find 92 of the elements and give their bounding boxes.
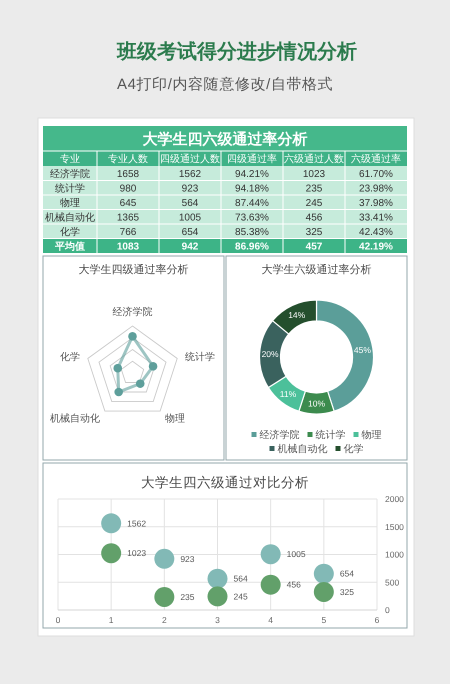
point xyxy=(260,544,281,564)
data-label: 1562 xyxy=(127,518,146,528)
data-label: 942 xyxy=(182,241,199,252)
data-label: 235 xyxy=(180,592,195,602)
y-tick-label: 化学 xyxy=(60,226,80,238)
data-label: 923 xyxy=(180,554,195,564)
point xyxy=(314,564,334,584)
x-tick-label: 4 xyxy=(268,615,274,625)
data-label: 564 xyxy=(234,574,248,584)
data-label: 20% xyxy=(262,349,280,360)
text: 班级考试得分进步情况分析 xyxy=(116,41,357,63)
y-tick-label: 0 xyxy=(385,605,390,615)
point xyxy=(101,543,122,564)
chart-title: 大学生四六级通过率分析 xyxy=(142,130,308,148)
legend-label: 化学 xyxy=(344,443,364,455)
data-label: 245 xyxy=(306,198,323,209)
data-label: 94.18% xyxy=(235,183,270,194)
data-label: 1562 xyxy=(178,168,202,180)
data-label: 654 xyxy=(340,568,354,579)
spoke-label: 物理 xyxy=(164,413,185,424)
legend-label: 物理 xyxy=(362,430,382,441)
point xyxy=(208,586,228,606)
data-label: 86.96% xyxy=(235,241,270,252)
text: A4打印/内容随意修改/自带格式 xyxy=(117,76,334,93)
point xyxy=(208,568,228,589)
legend-label: 机械自动化 xyxy=(278,443,328,455)
data-label: 11% xyxy=(280,388,297,399)
y-tick-label: 平均值 xyxy=(54,240,85,252)
data-label: 61.70% xyxy=(359,168,394,180)
x-tick-label: 四级通过人数 xyxy=(160,153,220,165)
spoke-label: 经济学院 xyxy=(112,306,152,318)
data-label: 1083 xyxy=(116,241,140,252)
y-tick-label: 机械自动化 xyxy=(45,211,95,224)
point xyxy=(101,513,122,534)
y-tick-label: 500 xyxy=(385,577,400,588)
spoke-label: 统计学 xyxy=(184,351,215,364)
data-label: 37.98% xyxy=(359,198,394,209)
y-tick-label: 1500 xyxy=(385,522,404,532)
data-label: 85.38% xyxy=(235,226,270,238)
data-label: 654 xyxy=(182,226,199,238)
legend-label: 统计学 xyxy=(316,429,346,441)
data-label: 42.43% xyxy=(359,226,394,238)
x-tick-label: 六级通过人数 xyxy=(284,153,344,165)
data-label: 325 xyxy=(340,586,354,597)
chart-title: 大学生四级通过率分析 xyxy=(78,263,188,276)
point xyxy=(260,574,281,595)
y-axis-title: 专业 xyxy=(60,153,80,165)
x-tick-label: 1 xyxy=(108,615,114,625)
data-label: 923 xyxy=(182,183,199,194)
point xyxy=(154,586,174,607)
x-tick-label: 六级通过率 xyxy=(351,153,401,165)
data-label: 73.63% xyxy=(235,212,270,224)
data-label: 1365 xyxy=(116,212,140,224)
point xyxy=(314,582,334,602)
x-tick-label: 6 xyxy=(374,615,380,625)
data-label: 1658 xyxy=(116,168,140,180)
y-tick-label: 经济学院 xyxy=(50,168,90,180)
data-label: 1005 xyxy=(286,549,306,560)
data-label: 325 xyxy=(306,226,323,238)
chart-title: 大学生四六级通过对比分析 xyxy=(141,475,309,490)
data-label: 766 xyxy=(120,226,137,238)
data-label: 1023 xyxy=(127,548,146,558)
data-label: 94.21% xyxy=(235,168,270,180)
data-label: 10% xyxy=(308,398,326,409)
data-label: 33.41% xyxy=(359,212,394,224)
chart-title: 大学生六级通过率分析 xyxy=(262,263,372,276)
data-label: 645 xyxy=(120,198,137,209)
data-label: 564 xyxy=(182,198,199,209)
data-label: 457 xyxy=(306,241,323,252)
data-label: 1023 xyxy=(302,168,326,180)
data-label: 45% xyxy=(354,344,372,355)
point xyxy=(154,548,174,569)
data-label: 23.98% xyxy=(359,183,394,194)
data-label: 14% xyxy=(288,310,306,320)
data-label: 980 xyxy=(120,183,137,194)
x-tick-label: 专业人数 xyxy=(108,153,148,165)
y-tick-label: 统计学 xyxy=(55,182,85,194)
x-tick-label: 3 xyxy=(215,615,220,625)
legend-label: 经济学院 xyxy=(260,429,300,441)
data-label: 1005 xyxy=(178,212,202,224)
data-label: 456 xyxy=(286,580,302,590)
data-label: 456 xyxy=(306,212,323,224)
y-tick-label: 1000 xyxy=(385,550,404,560)
y-tick-label: 2000 xyxy=(385,494,404,504)
data-label: 87.44% xyxy=(235,198,270,209)
x-tick-label: 5 xyxy=(321,615,326,625)
data-label: 42.19% xyxy=(359,241,394,252)
y-tick-label: 物理 xyxy=(60,198,80,209)
x-tick-label: 2 xyxy=(162,615,167,625)
x-tick-label: 四级通过率 xyxy=(227,153,277,165)
data-label: 245 xyxy=(234,591,248,602)
data-label: 235 xyxy=(306,183,323,194)
